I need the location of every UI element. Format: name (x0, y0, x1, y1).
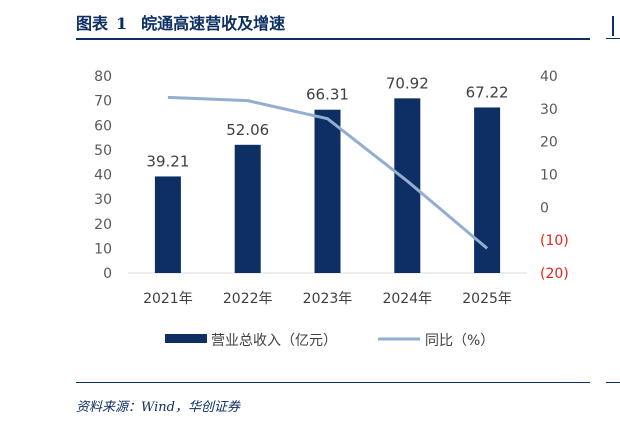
yoy-growth-line (167, 95, 489, 250)
revenue-growth-chart: 0 10 20 30 40 50 60 70 80 (20) (10) 0 10 20 30 40 39.21 5… (94, 69, 569, 349)
legend-label-revenue: 营业总收入（亿元） (211, 333, 337, 349)
right-axis-tick-label: 20 (540, 135, 558, 151)
legend-label-growth: 同比（%） (425, 333, 494, 349)
right-axis-tick-label: 30 (540, 102, 558, 118)
x-axis-tick-label: 2021年 (143, 291, 193, 307)
bar-revenue-2 (234, 144, 261, 273)
bar-revenue-1 (154, 176, 181, 273)
figure-title-text: 皖通高速营收及增速 (141, 14, 286, 33)
next-panel-edge-rule (606, 38, 620, 39)
bar-data-label: 39.21 (146, 152, 189, 170)
bar-revenue-5 (474, 107, 501, 273)
bar-data-label: 67.22 (466, 83, 509, 101)
right-axis-tick-label: (20) (540, 266, 569, 282)
bar-revenue-4 (394, 98, 421, 273)
right-axis-tick-label: 0 (540, 200, 549, 216)
legend-swatch-revenue (165, 334, 207, 343)
source-divider (76, 382, 590, 383)
left-axis-tick-label: 0 (103, 266, 112, 282)
left-axis-tick-label: 80 (94, 69, 112, 85)
figure-number: 1 (116, 14, 128, 33)
next-panel-edge-marker (612, 16, 614, 36)
left-axis-tick-label: 10 (94, 241, 112, 257)
figure-title: 图表 1 皖通高速营收及增速 (76, 10, 285, 34)
bar-data-label: 52.06 (226, 121, 269, 139)
left-axis-tick-label: 50 (94, 143, 112, 159)
source-note: 资料来源：Wind，华创证券 (76, 400, 240, 415)
left-axis-tick-label: 40 (94, 168, 112, 184)
next-panel-edge-rule-bottom (606, 382, 620, 383)
right-axis-tick-label: (10) (540, 233, 569, 249)
left-axis-tick-label: 20 (94, 217, 112, 233)
bar-revenue-3 (314, 109, 341, 273)
left-axis-tick-label: 30 (94, 192, 112, 208)
right-axis-tick-label: 10 (540, 168, 558, 184)
x-axis-tick-label: 2025年 (462, 291, 512, 307)
title-underline (76, 38, 590, 40)
x-axis-tick-label: 2023年 (303, 291, 353, 307)
left-axis-tick-label: 70 (94, 94, 112, 110)
x-axis-tick-label: 2022年 (223, 291, 273, 307)
bar-data-label: 70.92 (386, 74, 429, 92)
right-axis-tick-label: 40 (540, 69, 558, 85)
bar-data-label: 66.31 (306, 86, 349, 104)
x-axis-tick-label: 2024年 (382, 291, 432, 307)
left-axis-tick-label: 60 (94, 118, 112, 134)
figure-label: 图表 (76, 14, 109, 33)
